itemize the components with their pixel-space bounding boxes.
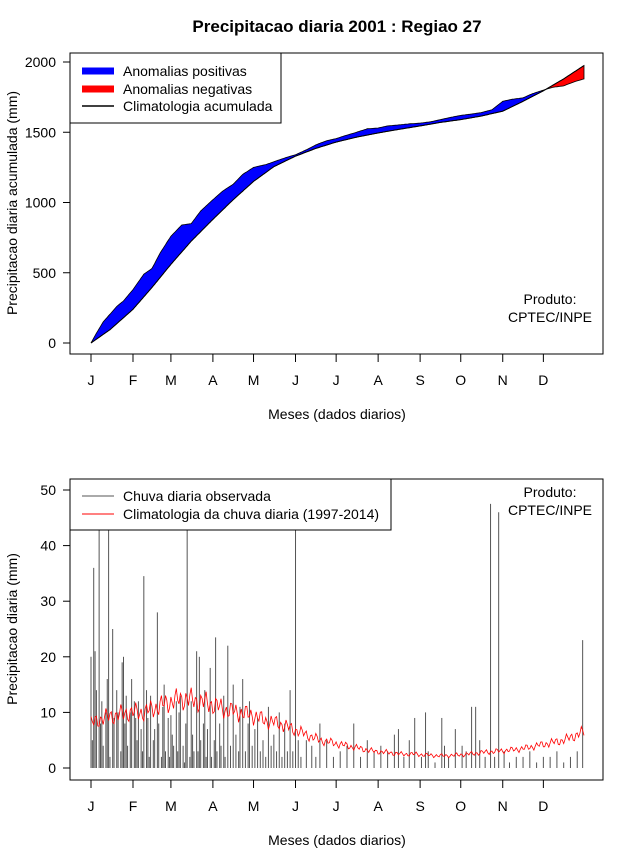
top-xlabel: Meses (dados diarios) <box>268 406 406 422</box>
bottom-annotation-line2: CPTEC/INPE <box>508 502 592 518</box>
top-x-tick-label-2: M <box>165 372 177 388</box>
bottom-x-tick-label-3: A <box>208 798 218 814</box>
bottom-y-tick-label-20: 20 <box>40 649 56 665</box>
legend-label-clim-daily: Climatologia da chuva diaria (1997-2014) <box>123 506 379 522</box>
top-x-tick-label-0: J <box>88 372 95 388</box>
bottom-x-tick-label-9: O <box>455 798 466 814</box>
top-y-tick-label-0: 0 <box>48 335 56 351</box>
top-x-tick-label-9: O <box>455 372 466 388</box>
bottom-y-tick-label-10: 10 <box>40 704 56 720</box>
legend-label-negative: Anomalias negativas <box>123 81 252 97</box>
bottom-x-tick-label-7: A <box>373 798 383 814</box>
climatology-cumulative-line <box>90 65 585 344</box>
top-x-tick-label-4: M <box>248 372 260 388</box>
top-x-tick-label-1: F <box>129 372 138 388</box>
bottom-x-tick-label-4: M <box>248 798 260 814</box>
cumulative-precip-chart: 0 500 1000 1500 2000 J F M A M J J A S O N D Anomalias p… <box>4 52 604 422</box>
climatology-daily-line <box>90 687 585 759</box>
top-y-tick-label-1000: 1000 <box>25 195 56 211</box>
top-x-tick-label-8: S <box>415 372 424 388</box>
bottom-xlabel: Meses (dados diarios) <box>268 832 406 848</box>
bottom-legend-box <box>69 478 392 531</box>
bottom-annotation-line1: Produto: <box>524 484 577 500</box>
bottom-y-tick-label-50: 50 <box>40 482 56 498</box>
bottom-x-tick-label-6: J <box>333 798 340 814</box>
top-legend: Anomalias positivas Anomalias negativas … <box>69 52 282 124</box>
top-y-tick-label-1500: 1500 <box>25 124 56 140</box>
bottom-y-tick-label-30: 30 <box>40 593 56 609</box>
legend-label-positive: Anomalias positivas <box>123 63 247 79</box>
top-x-tick-label-10: N <box>498 372 508 388</box>
bottom-legend: Chuva diaria observada Climatologia da c… <box>69 478 392 531</box>
top-annotation-line1: Produto: <box>524 291 577 307</box>
positive-anomaly-band-0 <box>90 88 547 344</box>
top-x-tick-label-11: D <box>538 372 548 388</box>
top-x-tick-label-7: A <box>373 372 383 388</box>
top-y-tick-label-500: 500 <box>33 265 57 281</box>
top-ylabel: Precipitacao diaria acumulada (mm) <box>4 91 20 315</box>
top-plot-frame <box>69 52 604 355</box>
anomaly-area-layer <box>90 64 585 344</box>
daily-precip-chart: 0 10 20 30 40 50 J F M A M J J A S O N D Chuva diaria obs… <box>4 478 604 848</box>
top-x-tick-label-3: A <box>208 372 218 388</box>
bottom-x-tick-label-2: M <box>165 798 177 814</box>
top-y-tick-label-2000: 2000 <box>25 54 56 70</box>
bottom-x-tick-label-1: F <box>129 798 138 814</box>
bottom-x-tick-label-10: N <box>498 798 508 814</box>
legend-label-climatology: Climatologia acumulada <box>123 98 273 114</box>
bottom-x-tick-label-11: D <box>538 798 548 814</box>
bottom-ylabel: Precipitacao diaria (mm) <box>4 553 20 705</box>
top-chart-title: Precipitacao diaria 2001 : Regiao 27 <box>192 17 481 36</box>
bottom-y-tick-label-40: 40 <box>40 538 56 554</box>
top-annotation-line2: CPTEC/INPE <box>508 309 592 325</box>
top-x-tick-label-5: J <box>292 372 299 388</box>
bottom-y-tick-label-0: 0 <box>48 760 56 776</box>
bottom-x-tick-label-8: S <box>415 798 424 814</box>
climatology-line-layer <box>90 687 585 759</box>
top-x-tick-label-6: J <box>333 372 340 388</box>
bottom-x-tick-label-5: J <box>292 798 299 814</box>
daily-bars-layer <box>90 503 584 768</box>
bottom-x-tick-label-0: J <box>88 798 95 814</box>
legend-label-observed: Chuva diaria observada <box>123 488 271 504</box>
